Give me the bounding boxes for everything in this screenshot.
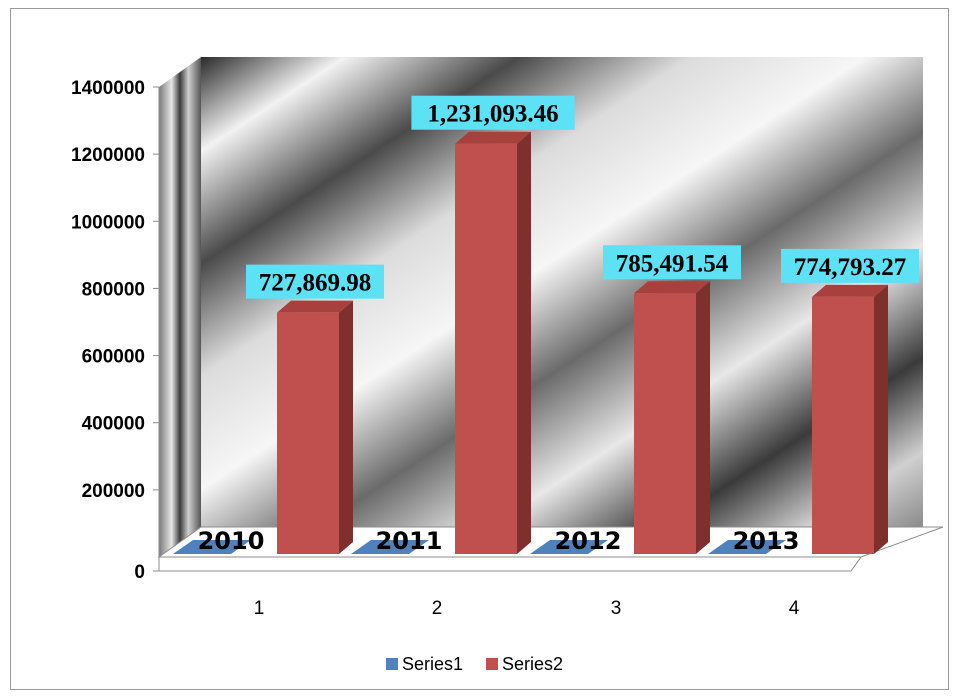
bar-side <box>339 300 353 554</box>
legend-label: Series2 <box>502 654 563 674</box>
series1-data-label: 2010 <box>198 527 265 555</box>
series2-bar <box>634 281 710 554</box>
legend-swatch <box>486 658 498 670</box>
x-tick-label: 1 <box>254 598 265 619</box>
side-wall <box>159 57 201 557</box>
data-label-box <box>246 264 384 299</box>
data-labels-layer: 2010 2011 2012 2013 727,869.98 1,231,093.46 78… <box>198 95 919 555</box>
series1-data-label: 2012 <box>555 527 622 555</box>
data-label-text: 1,231,093.46 <box>427 101 558 128</box>
y-tick-label: 600000 <box>82 347 145 368</box>
series2-data-label: 785,491.54 <box>603 245 741 280</box>
series1-bar <box>173 540 251 554</box>
series2-data-label: 727,869.98 <box>246 264 384 299</box>
series1-bar <box>708 540 786 554</box>
y-tick-label: 1200000 <box>71 145 145 166</box>
x-axis: 1 2 3 4 <box>254 598 800 619</box>
data-label-text: 785,491.54 <box>616 250 729 277</box>
bar-front <box>455 143 517 554</box>
data-label-text: 727,869.98 <box>259 270 372 297</box>
series1-bar <box>530 540 608 554</box>
y-tick-label: 0 <box>134 562 145 583</box>
chart-frame: 0 200000 400000 600000 800000 1000000 1200000 1… <box>10 8 949 690</box>
bar-front <box>634 293 696 554</box>
series2-bar <box>277 300 353 554</box>
bars-layer <box>173 131 888 554</box>
chart-walls <box>157 57 944 572</box>
bar-front <box>277 312 339 554</box>
bar-side <box>696 281 710 554</box>
y-tick-label: 1000000 <box>71 212 145 233</box>
bar-front <box>812 296 874 554</box>
x-tick-label: 2 <box>432 598 443 619</box>
y-tick-label: 400000 <box>82 414 145 435</box>
legend-label: Series1 <box>402 654 463 674</box>
bar-top <box>455 131 531 144</box>
data-label-box <box>781 248 919 283</box>
back-wall <box>201 57 923 527</box>
bar-top <box>277 300 353 313</box>
y-tick-label: 800000 <box>82 279 145 300</box>
chart-svg: 0 200000 400000 600000 800000 1000000 1200000 1… <box>71 57 944 674</box>
floor-edge <box>158 556 862 572</box>
y-tick-label: 1400000 <box>71 78 145 99</box>
bar-side <box>874 284 888 554</box>
x-tick-label: 4 <box>789 598 800 619</box>
data-label-box <box>603 245 741 280</box>
series1-data-label: 2013 <box>733 527 800 555</box>
bar-top <box>634 281 710 294</box>
bar-side <box>517 131 531 554</box>
y-axis: 0 200000 400000 600000 800000 1000000 1200000 1… <box>71 78 160 583</box>
series2-bar <box>812 284 888 554</box>
series1-bar <box>351 540 429 554</box>
data-label-text: 774,793.27 <box>794 254 907 281</box>
series2-data-label: 1,231,093.46 <box>411 95 575 130</box>
data-label-box <box>411 95 575 130</box>
x-tick-label: 3 <box>611 598 622 619</box>
legend: Series1 Series2 <box>386 654 563 674</box>
series2-bar <box>455 131 531 554</box>
y-tick-label: 200000 <box>82 481 145 502</box>
legend-swatch <box>386 658 398 670</box>
series2-data-label: 774,793.27 <box>781 248 919 283</box>
bar-top <box>812 284 888 297</box>
series1-data-label: 2011 <box>376 527 443 555</box>
